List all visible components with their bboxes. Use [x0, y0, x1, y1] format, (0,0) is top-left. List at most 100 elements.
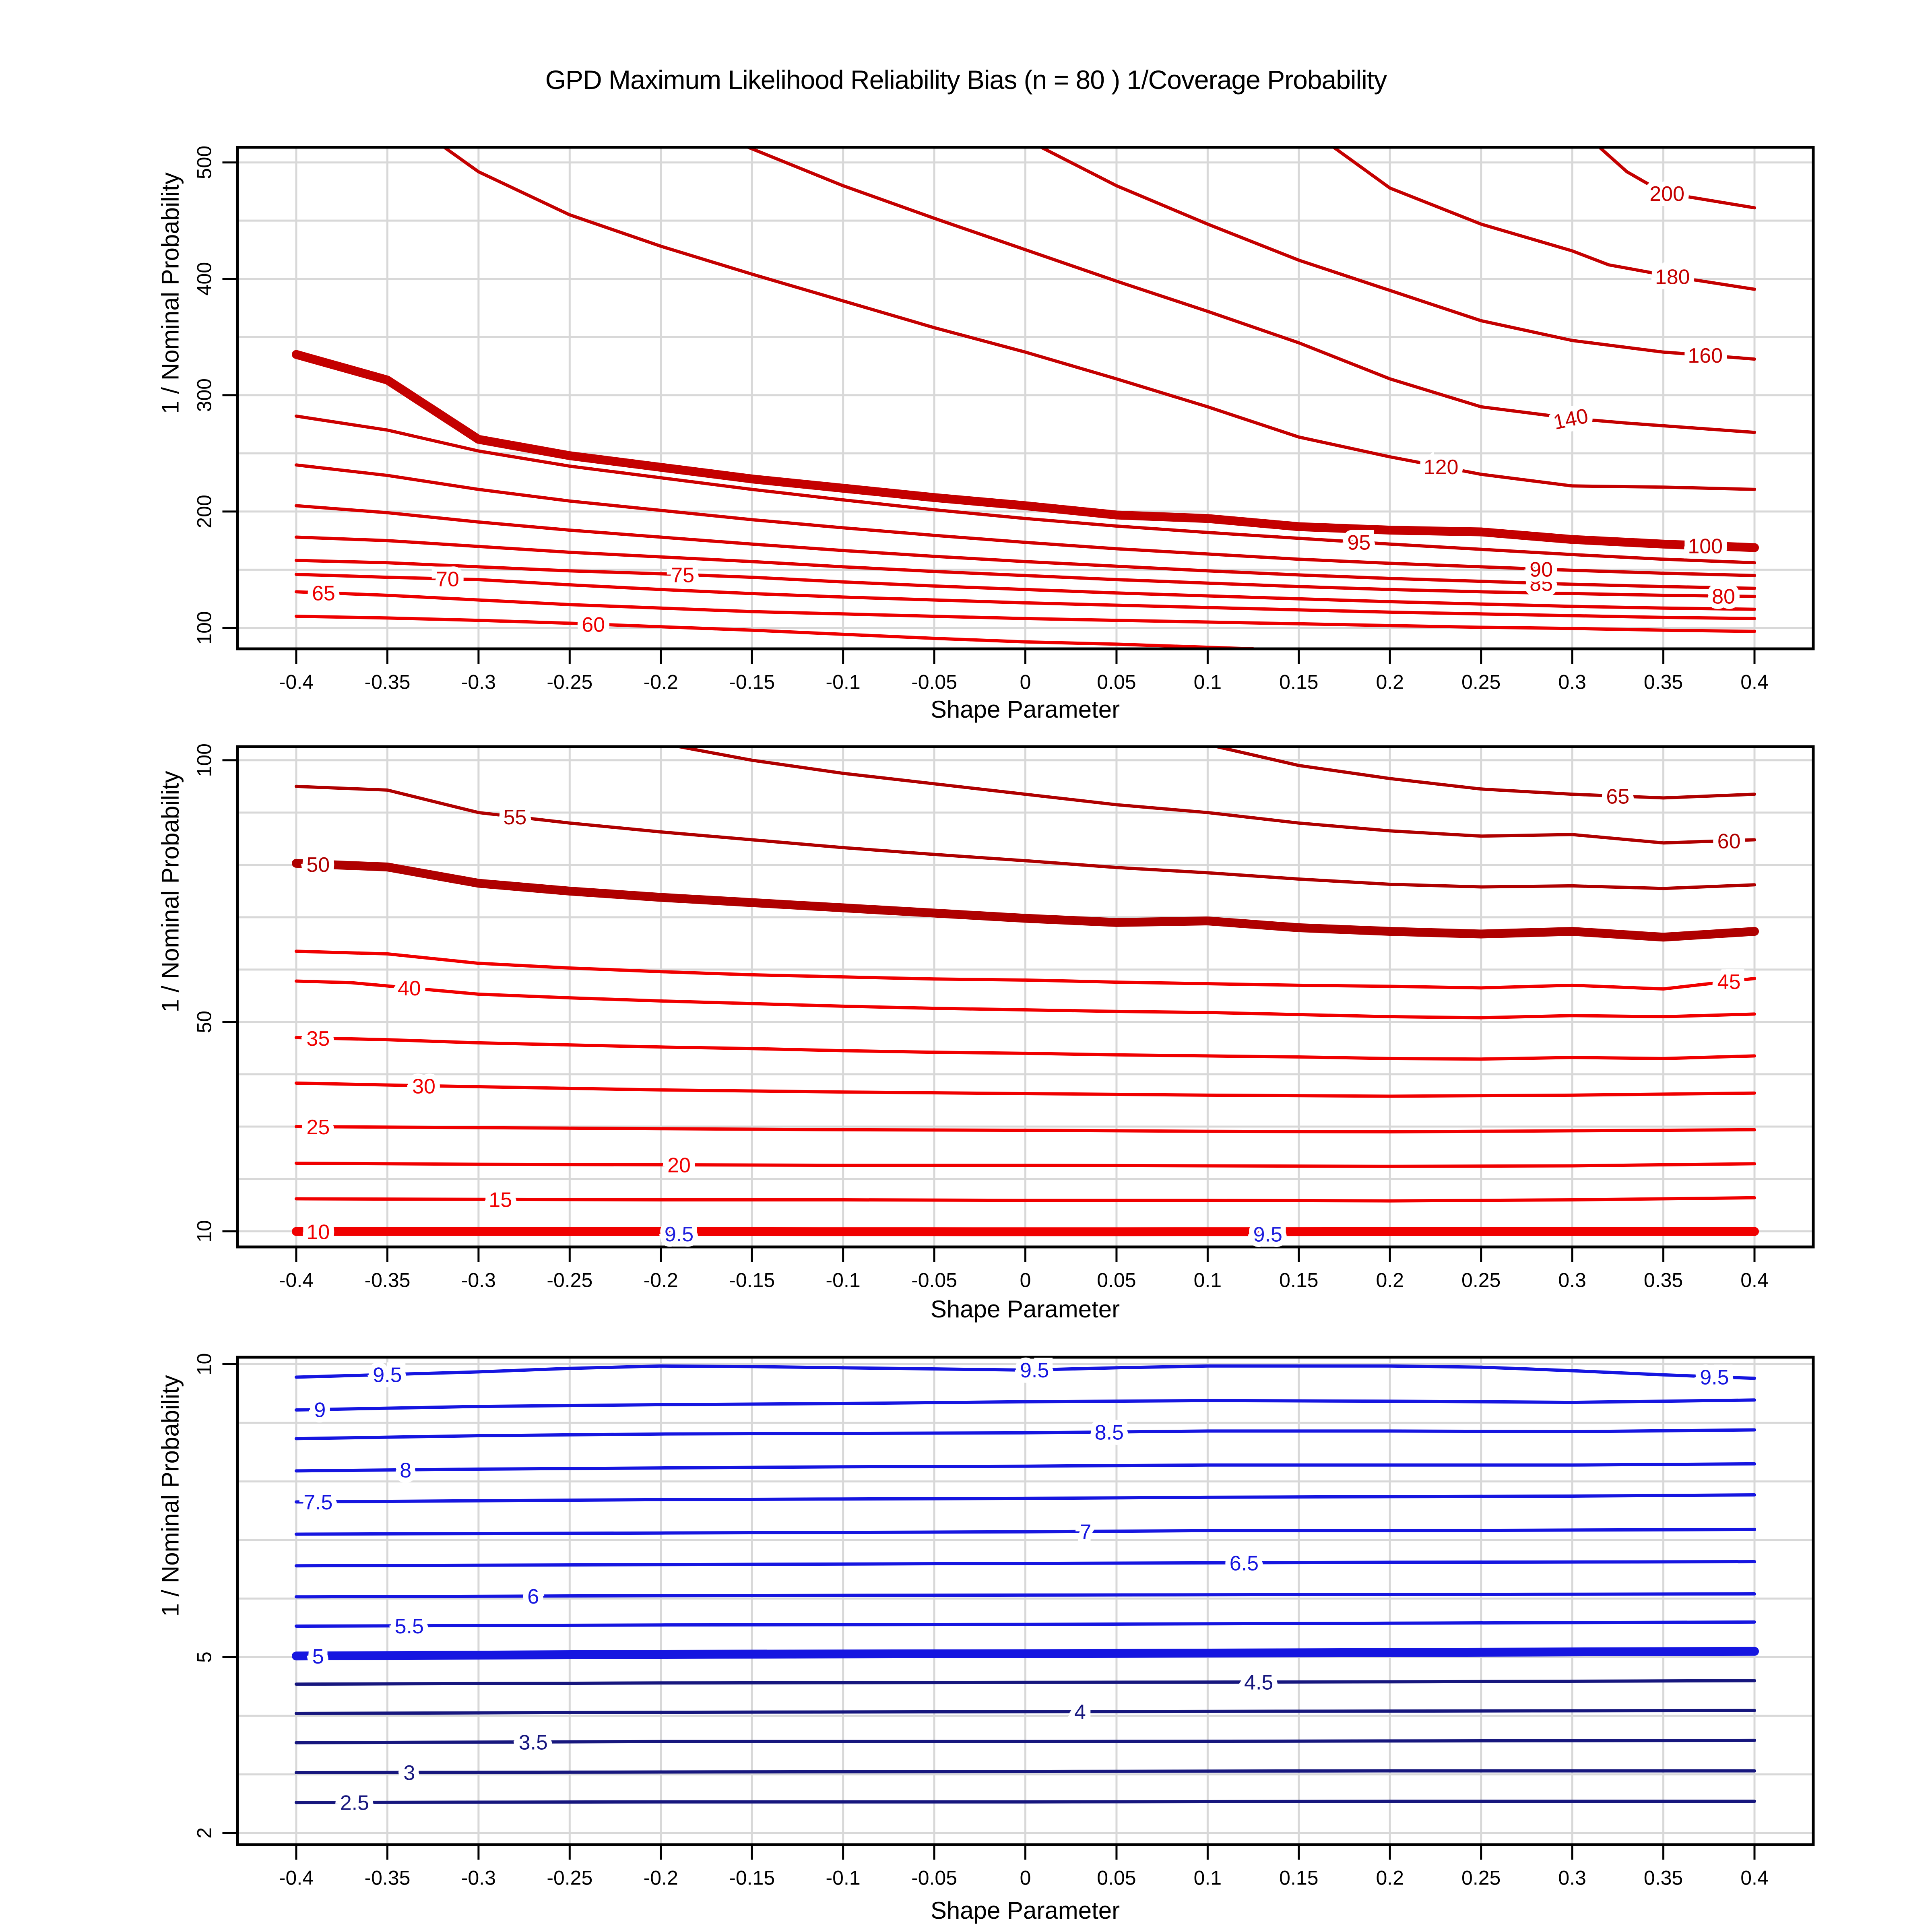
x-tick-label: -0.25: [547, 671, 592, 694]
contour-label-middle-45: 45: [1717, 970, 1741, 994]
contour-line-bottom-5: [292, 1647, 1759, 1661]
contour-label-middle-9.5: 9.5: [1253, 1223, 1282, 1246]
x-tick-label: -0.2: [644, 1867, 678, 1889]
contour-line-middle-50: [292, 859, 1759, 942]
x-tick-label: -0.4: [279, 1867, 314, 1889]
panel-border-bottom: [236, 1356, 1815, 1846]
x-tick-label: -0.05: [911, 1269, 957, 1292]
gridlines-bottom: [237, 1357, 1813, 1845]
contour-line-top-80: [295, 535, 1756, 598]
contour-line-top-70: [295, 573, 1756, 620]
x-tick-label: 0.25: [1461, 1269, 1501, 1292]
y-tick-label: 10: [193, 1353, 216, 1376]
x-tick-label: 0.2: [1376, 1269, 1404, 1292]
x-tick-label: 0.3: [1558, 1269, 1586, 1292]
y-tick-label: 400: [193, 262, 216, 295]
contour-line-top-95: [295, 414, 1756, 565]
contour-label-middle-35: 35: [306, 1027, 330, 1051]
x-tick-label: 0: [1020, 1867, 1031, 1889]
contour-label-bottom-6: 6: [527, 1585, 539, 1608]
contour-line-bottom-6.5: [295, 1560, 1756, 1568]
x-tick-label: -0.1: [826, 671, 861, 694]
contour-labels-middle: 9.5 9.5 10 15 20 25 30 35 40 45 50 55 60 65: [301, 780, 1746, 1252]
contour-label-top-140: 140: [1551, 404, 1590, 434]
contour-label-middle-50: 50: [306, 853, 330, 877]
contour-line-bottom-6: [295, 1592, 1756, 1599]
contour-line-bottom-8: [295, 1462, 1756, 1473]
contour-line-middle-45: [295, 949, 1756, 991]
y-tick-label: 200: [193, 495, 216, 528]
contour-label-bottom-7.5: 7.5: [303, 1491, 332, 1514]
contour-line-bottom-5.5: [295, 1620, 1756, 1628]
contour-label-middle-60: 60: [1717, 830, 1741, 853]
contour-label-bottom-2.5: 2.5: [340, 1792, 369, 1815]
x-tick-label: -0.15: [729, 671, 775, 694]
contour-line-top-160: [1038, 147, 1756, 361]
contour-line-bottom-4.5: [295, 1679, 1756, 1686]
contour-line-middle-60: [677, 747, 1756, 845]
contour-label-top-95: 95: [1347, 531, 1371, 555]
x-tick-label: -0.2: [644, 1269, 678, 1292]
contour-label-top-180: 180: [1655, 266, 1690, 289]
contour-label-middle-30: 30: [412, 1075, 436, 1098]
x-axis-middle: -0.4 -0.35 -0.3 -0.25 -0.2 -0.15 -0.1 -0.05 0 0.0…: [279, 1248, 1769, 1292]
x-tick-label: 0: [1020, 671, 1031, 694]
contour-label-bottom-5: 5: [312, 1645, 324, 1668]
x-axis-bottom: -0.4 -0.35 -0.3 -0.25 -0.2 -0.15 -0.1 -0.05 0 0.0…: [279, 1846, 1769, 1889]
x-tick-label: -0.1: [826, 1867, 861, 1889]
x-tick-label: 0.35: [1644, 671, 1683, 694]
x-tick-label: 0: [1020, 1269, 1031, 1292]
y-tick-label: 5: [193, 1651, 216, 1663]
y-axis-bottom: 2 5 10: [193, 1353, 236, 1839]
contour-line-middle-30: [295, 1082, 1756, 1098]
x-tick-label: 0.3: [1558, 671, 1586, 694]
x-tick-label: -0.25: [547, 1867, 592, 1889]
contour-line-bottom-2.5: [295, 1800, 1756, 1804]
y-axis-top: 100 200 300 400 500: [193, 146, 236, 645]
x-tick-label: 0.1: [1194, 671, 1222, 694]
contour-line-middle-40: [295, 979, 1756, 1020]
x-tick-label: 0.4: [1740, 1269, 1769, 1292]
yaxis-title-middle: 1 / Nominal Probability: [157, 771, 184, 1013]
contour-label-bottom-3: 3: [403, 1761, 415, 1785]
xaxis-title-bottom: Shape Parameter: [930, 1897, 1120, 1924]
x-tick-label: -0.1: [826, 1269, 861, 1292]
gridlines-top: [237, 147, 1813, 649]
x-tick-label: 0.05: [1097, 1867, 1136, 1889]
y-axis-middle: 10 50 100: [193, 743, 236, 1243]
x-tick-label: -0.35: [364, 1269, 410, 1292]
contour-label-middle-55: 55: [504, 806, 527, 829]
xaxis-title-top: Shape Parameter: [930, 696, 1120, 723]
contour-label-top-160: 160: [1688, 344, 1723, 367]
figure-title: GPD Maximum Likelihood Reliability Bias …: [545, 65, 1387, 95]
contour-line-top-85: [295, 504, 1756, 590]
contour-label-bottom-5.5: 5.5: [395, 1615, 424, 1638]
x-tick-label: -0.2: [644, 671, 678, 694]
contour-label-top-80: 80: [1712, 585, 1735, 609]
y-tick-label: 300: [193, 378, 216, 412]
x-tick-label: -0.05: [911, 1867, 957, 1889]
x-tick-label: -0.15: [729, 1269, 775, 1292]
contour-label-top-120: 120: [1424, 456, 1459, 479]
contour-line-bottom-9: [295, 1398, 1756, 1412]
x-tick-label: 0.1: [1194, 1269, 1222, 1292]
x-tick-label: -0.4: [279, 1269, 314, 1292]
panel-border-top: [236, 146, 1815, 650]
panel-border-middle: [236, 745, 1815, 1249]
contours-middle: [292, 747, 1759, 1236]
contour-line-middle-35: [295, 1036, 1756, 1061]
contour-labels-bottom: 2.5 3 3.5 4 4.5 5 5.5 6 6.5 7 7.5 8 8.5 9 9.5 9.5 9.5: [298, 1354, 1734, 1820]
contour-label-bottom-7: 7: [1080, 1521, 1091, 1544]
xaxis-title-middle: Shape Parameter: [930, 1296, 1120, 1323]
contour-label-bottom-4: 4: [1074, 1701, 1086, 1724]
contour-label-top-90: 90: [1530, 558, 1553, 582]
contour-label-middle-20: 20: [667, 1154, 691, 1177]
x-tick-label: 0.15: [1279, 671, 1318, 694]
contours-bottom: [292, 1364, 1759, 1804]
x-tick-label: 0.2: [1376, 671, 1404, 694]
contours-top: [292, 147, 1759, 649]
x-tick-label: 0.25: [1461, 671, 1501, 694]
contour-line-top-200: [1597, 147, 1756, 210]
